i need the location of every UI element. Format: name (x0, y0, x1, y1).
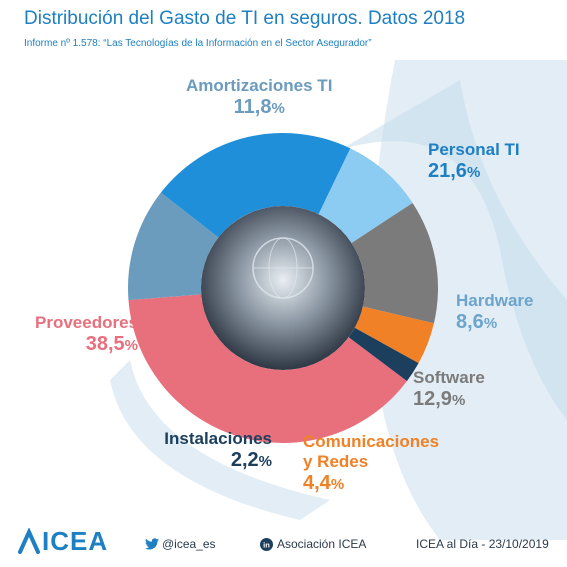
icea-logo: ICEA (42, 526, 109, 556)
linkedin-icon: in (260, 538, 273, 551)
label-proveedores: Proveedores 38,5% (20, 313, 138, 356)
footer-date: ICEA al Día - 23/10/2019 (416, 537, 549, 551)
twitter-icon (145, 538, 159, 550)
slice-instalaciones (348, 327, 419, 382)
icea-logo-icon (18, 528, 40, 554)
slice-amortizaciones-ti (127, 192, 219, 301)
label-amortizaciones-pct: % (271, 100, 285, 117)
label-hardware-name: Hardware (456, 291, 534, 310)
label-amortizaciones-name: Amortizaciones TI (186, 76, 333, 95)
label-comunicaciones: Comunicaciones y Redes 4,4% (303, 432, 439, 495)
chart-title: Distribución del Gasto de TI en seguros.… (24, 8, 466, 29)
label-amortizaciones: Amortizaciones TI 11,8% (186, 76, 332, 119)
slice-comunicaciones-y-redes (354, 306, 434, 364)
label-proveedores-value: 38,5 (85, 333, 125, 355)
donut-slices (127, 133, 439, 444)
svg-text:in: in (263, 541, 270, 550)
label-software-pct: % (451, 392, 466, 409)
label-personal: Personal TI 21,6% (428, 140, 520, 183)
label-proveedores-pct: % (124, 337, 138, 354)
label-comunicaciones-name2: y Redes (303, 452, 369, 471)
twitter-handle[interactable]: @icea_es (162, 537, 216, 551)
chart-subtitle: Informe nº 1.578: “Las Tecnologías de la… (24, 38, 372, 49)
slice-software (351, 202, 439, 324)
label-personal-pct: % (466, 164, 481, 181)
linkedin-name[interactable]: Asociación ICEA (277, 537, 367, 551)
label-comunicaciones-pct: % (330, 476, 345, 493)
label-instalaciones-value: 2,2 (230, 449, 259, 471)
slice-proveedores (128, 294, 407, 444)
label-amortizaciones-value: 11,8 (233, 96, 272, 118)
label-personal-value: 21,6 (428, 160, 467, 182)
label-hardware-pct: % (483, 315, 498, 332)
label-software-value: 12,9 (413, 388, 452, 410)
label-hardware: Hardware 8,6% (456, 291, 533, 334)
label-instalaciones: Instalaciones 2,2% (150, 429, 272, 472)
label-proveedores-name: Proveedores (35, 313, 138, 332)
center-image (201, 206, 365, 370)
label-hardware-value: 8,6 (456, 311, 484, 333)
label-software: Software 12,9% (413, 368, 485, 411)
slice-hardware (318, 148, 413, 244)
slice-personal-ti (160, 133, 351, 238)
label-software-name: Software (413, 368, 485, 387)
label-comunicaciones-value: 4,4 (303, 472, 331, 494)
label-instalaciones-pct: % (258, 453, 272, 470)
label-personal-name: Personal TI (428, 140, 520, 159)
label-comunicaciones-name1: Comunicaciones (303, 432, 440, 451)
label-instalaciones-name: Instalaciones (164, 429, 272, 448)
